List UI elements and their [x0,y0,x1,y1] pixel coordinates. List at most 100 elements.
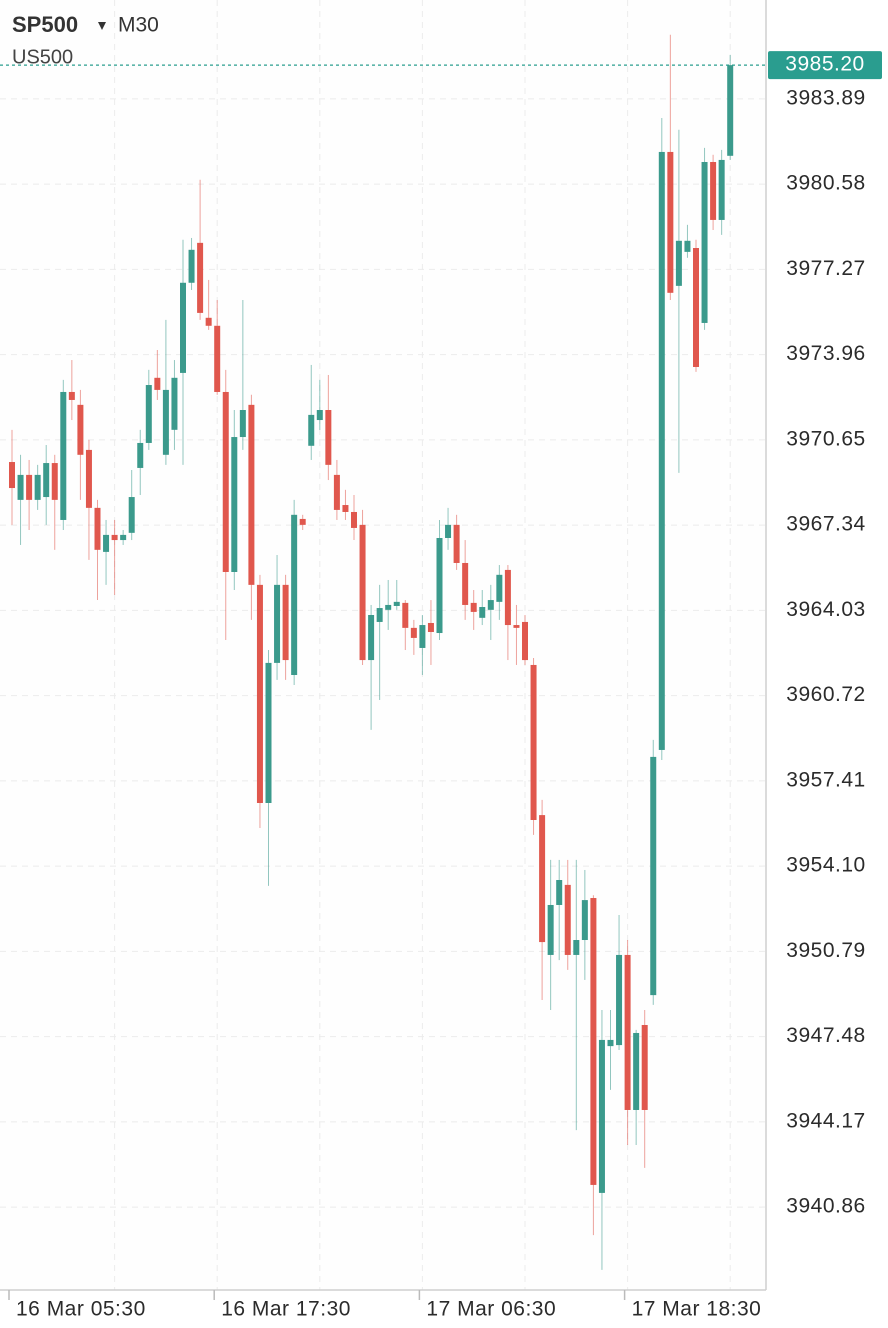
candle-body [291,514,298,676]
candle-body [222,391,229,572]
candle-body [282,584,289,661]
candle-body [94,507,101,550]
candle-body [539,815,546,943]
candle-body [727,65,734,156]
candle-body [51,463,58,500]
candle-body [633,1032,640,1110]
candle-body [197,242,204,313]
y-tick-label: 3964.03 [786,598,865,621]
candle-body [368,614,375,661]
candle-body [530,664,537,820]
candle-body [248,404,255,585]
candle-body [43,463,50,498]
candle-body [445,524,452,538]
candle-body [402,602,409,628]
y-tick-label: 3960.72 [786,683,865,706]
candle-body [351,511,357,528]
candle-body [590,898,597,1185]
x-tick-label: 17 Mar 18:30 [632,1298,762,1321]
candle-body [667,151,674,293]
candle-body [34,474,41,500]
candle-body [581,900,588,941]
y-tick-label: 3947.48 [786,1024,865,1047]
candle-body [85,449,92,508]
candle-body [701,161,708,323]
candle-body [325,409,332,465]
candle-body [265,662,272,803]
y-tick-label: 3957.41 [786,768,865,791]
x-tick-label: 16 Mar 17:30 [221,1298,351,1321]
candle-body [68,391,75,400]
symbol: SP500 [12,12,78,37]
dropdown-icon[interactable] [98,22,106,30]
candle-body [385,604,392,610]
current-price-box [768,51,882,80]
y-tick-label: 3940.86 [786,1195,865,1218]
axes: 3983.89 3980.58 3977.27 3973.96 3970.65 3967.… [0,51,882,1321]
timeframe[interactable]: M30 [118,14,159,37]
candle-body [573,940,580,955]
x-tick-label: 16 Mar 05:30 [16,1298,146,1321]
candle-body [427,622,434,632]
candle-body [333,474,340,510]
candle-body [710,161,717,220]
candle-body [26,474,33,500]
candles [9,34,734,1270]
candle-body [359,524,366,661]
candle-body [718,159,725,220]
candle-body [479,607,486,618]
candle-body [462,562,469,605]
candle-body [128,497,135,533]
candle-body [607,1039,614,1047]
candle-body [675,240,682,286]
candle-body [470,602,477,612]
candle-body [162,389,169,455]
y-tick-label: 3944.17 [786,1109,865,1132]
candle-body [17,474,24,500]
candle-body [693,248,699,367]
candle-body [641,1024,648,1110]
candle-body [103,534,110,552]
candle-body [658,151,665,750]
candle-body [256,584,263,803]
y-tick-label: 3967.34 [786,513,865,536]
candle-body [393,601,400,606]
candle-body [231,437,238,572]
plot-area [0,0,766,1290]
candle-body [137,442,144,468]
candle-body [9,462,15,489]
candle-body [410,627,417,638]
candle-body [624,954,631,1110]
candle-body [453,524,460,563]
candle-body [598,1039,605,1193]
candle-body [547,904,554,955]
candle-body [556,880,563,905]
grid [0,0,766,1290]
subtitle: US500 [12,46,73,68]
candle-body [111,534,118,541]
candle-body [487,600,494,610]
candle-body [650,756,657,996]
candle-body [299,518,306,525]
x-tick-label: 17 Mar 06:30 [426,1298,556,1321]
y-tick-label: 3973.96 [786,342,865,365]
candle-body [145,385,152,443]
candle-body [684,240,691,252]
y-tick-label: 3977.27 [786,257,865,280]
candle-body [308,414,315,446]
candle-body [316,409,323,421]
candle-body [180,282,186,373]
candle-body [77,404,84,455]
y-tick-label: 3970.65 [786,427,865,450]
candle-body [564,884,571,955]
candle-body [342,505,349,512]
candle-body [616,954,623,1046]
candle-body [522,621,528,661]
current-price-label: 3985.20 [785,53,864,76]
candle-body [436,537,443,634]
candle-body [120,534,127,541]
candle-body [504,569,511,626]
candle-body [154,377,161,390]
candle-body [513,625,520,628]
